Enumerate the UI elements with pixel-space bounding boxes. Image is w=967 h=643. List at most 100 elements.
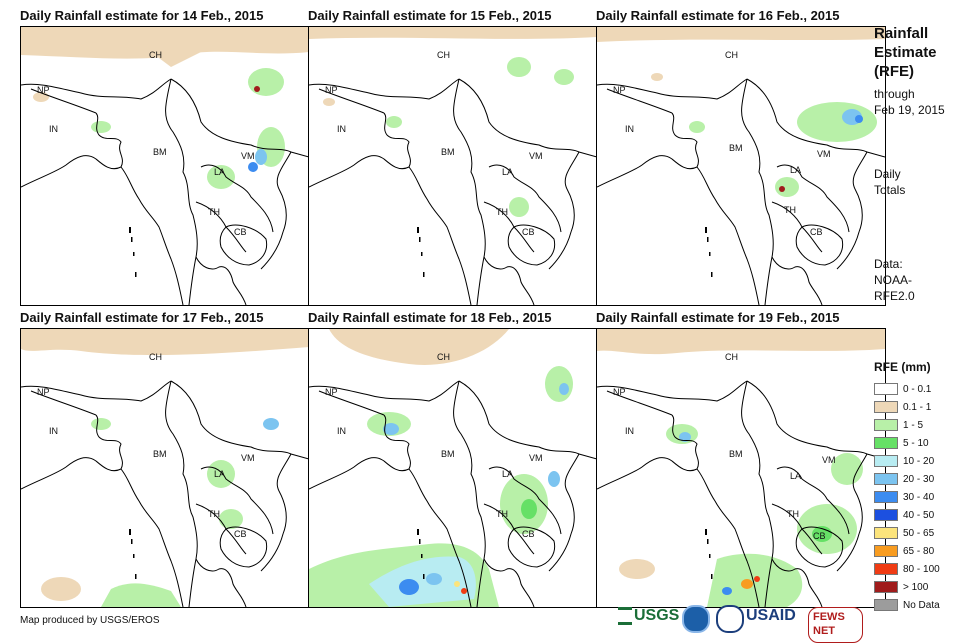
label-china: CH (437, 50, 450, 60)
legend-label: > 100 (903, 581, 929, 593)
legend-swatch (874, 563, 898, 575)
rainfall-overlay (21, 27, 309, 189)
label-china: CH (149, 50, 162, 60)
label-cambodia: CB (234, 529, 247, 539)
map-panel-feb-14: Daily Rainfall estimate for 14 Feb., 201… (20, 6, 310, 308)
legend-swatch (874, 527, 898, 539)
legend-swatch (874, 419, 898, 431)
title-line: Estimate (874, 44, 937, 61)
map-canvas (597, 27, 885, 305)
legend-label: 50 - 65 (903, 527, 935, 539)
label-nepal: NP (613, 387, 626, 397)
label-burma: BM (441, 147, 455, 157)
label-nepal: NP (37, 387, 50, 397)
label-vietnam: VM (241, 453, 255, 463)
map-panel-feb-19: Daily Rainfall estimate for 19 Feb., 201… (596, 308, 886, 610)
credit-text: Map produced by USGS/EROS (20, 615, 160, 626)
panel-title: Daily Rainfall estimate for 15 Feb., 201… (308, 8, 552, 23)
label-cambodia: CB (813, 531, 826, 541)
label-thailand: TH (208, 207, 220, 217)
rainfall-overlay (309, 329, 573, 607)
map-panel-feb-15: Daily Rainfall estimate for 15 Feb., 201… (308, 6, 598, 308)
agency-logos: USGS USAID FEWS NET (618, 603, 863, 643)
legend-label: 0 - 0.1 (903, 383, 932, 395)
sidebar-daily-totals: Daily Totals (874, 166, 905, 198)
seal-icon (716, 605, 744, 633)
label-burma: BM (729, 449, 743, 459)
sidebar-title: Rainfall Estimate (RFE) (874, 24, 937, 81)
legend-swatch (874, 473, 898, 485)
rainfall-overlay (21, 329, 309, 607)
legend-swatch (874, 383, 898, 395)
title-line: (RFE) (874, 63, 914, 80)
legend-label: 5 - 10 (903, 437, 929, 449)
legend-title: RFE (mm) (874, 360, 931, 374)
map-canvas (21, 329, 309, 607)
rainfall-map: CH NP IN BM LA VM TH CB (596, 26, 886, 306)
legend-row: 0.1 - 1 (874, 398, 962, 416)
legend-label: 30 - 40 (903, 491, 935, 503)
panel-title: Daily Rainfall estimate for 18 Feb., 201… (308, 310, 552, 325)
legend-label: 0.1 - 1 (903, 401, 932, 413)
legend-swatch (874, 455, 898, 467)
label-india: IN (625, 124, 634, 134)
legend-row: 65 - 80 (874, 542, 962, 560)
map-panel-feb-18: Daily Rainfall estimate for 18 Feb., 201… (308, 308, 598, 610)
label-laos: LA (214, 167, 226, 177)
label-vietnam: VM (817, 149, 831, 159)
usgs-wave-icon (618, 607, 632, 625)
label-nepal: NP (325, 85, 338, 95)
label-cambodia: CB (810, 227, 823, 237)
label-thailand: TH (787, 509, 799, 519)
legend-row: 1 - 5 (874, 416, 962, 434)
label-thailand: TH (784, 205, 796, 215)
label-laos: LA (790, 471, 802, 481)
label-china: CH (725, 50, 738, 60)
through-date: Feb 19, 2015 (874, 103, 945, 117)
panel-title: Daily Rainfall estimate for 19 Feb., 201… (596, 310, 840, 325)
legend-swatch (874, 581, 898, 593)
label-cambodia: CB (234, 227, 247, 237)
label-china: CH (725, 352, 738, 362)
legend-row: 30 - 40 (874, 488, 962, 506)
map-canvas (309, 27, 597, 305)
legend-rows: 0 - 0.1 0.1 - 1 1 - 5 5 - 10 10 - 20 20 - 30 3… (874, 380, 962, 614)
legend-row: 50 - 65 (874, 524, 962, 542)
usgs-logo: USGS (618, 607, 679, 637)
label-china: CH (437, 352, 450, 362)
label-india: IN (337, 426, 346, 436)
title-line: Rainfall (874, 25, 929, 42)
noaa-logo-icon (682, 605, 710, 633)
label-burma: BM (729, 143, 743, 153)
map-canvas (309, 329, 597, 607)
daily-line: Daily (874, 167, 901, 181)
label-china: CH (149, 352, 162, 362)
map-canvas (21, 27, 309, 305)
label-vietnam: VM (822, 455, 836, 465)
legend-swatch (874, 401, 898, 413)
legend-label: 10 - 20 (903, 455, 935, 467)
label-laos: LA (502, 167, 514, 177)
label-laos: LA (214, 469, 226, 479)
legend-label: 65 - 80 (903, 545, 935, 557)
label-nepal: NP (325, 387, 338, 397)
through-line: through (874, 87, 915, 101)
legend-row: 40 - 50 (874, 506, 962, 524)
legend-row: 10 - 20 (874, 452, 962, 470)
map-panel-feb-16: Daily Rainfall estimate for 16 Feb., 201… (596, 6, 886, 308)
data-line: NOAA- (874, 273, 913, 287)
label-laos: LA (502, 469, 514, 479)
label-burma: BM (441, 449, 455, 459)
legend-row: No Data (874, 596, 962, 614)
rainfall-overlay (309, 27, 597, 217)
label-india: IN (49, 426, 58, 436)
label-vietnam: VM (529, 453, 543, 463)
panel-title: Daily Rainfall estimate for 16 Feb., 201… (596, 8, 840, 23)
legend-row: > 100 (874, 578, 962, 596)
sidebar-data-source: Data: NOAA- RFE2.0 (874, 256, 915, 304)
legend-row: 5 - 10 (874, 434, 962, 452)
panel-title: Daily Rainfall estimate for 14 Feb., 201… (20, 8, 264, 23)
map-canvas (597, 329, 885, 607)
legend-row: 0 - 0.1 (874, 380, 962, 398)
rainfall-map: CH NP IN BM LA VM TH CB (20, 328, 310, 608)
